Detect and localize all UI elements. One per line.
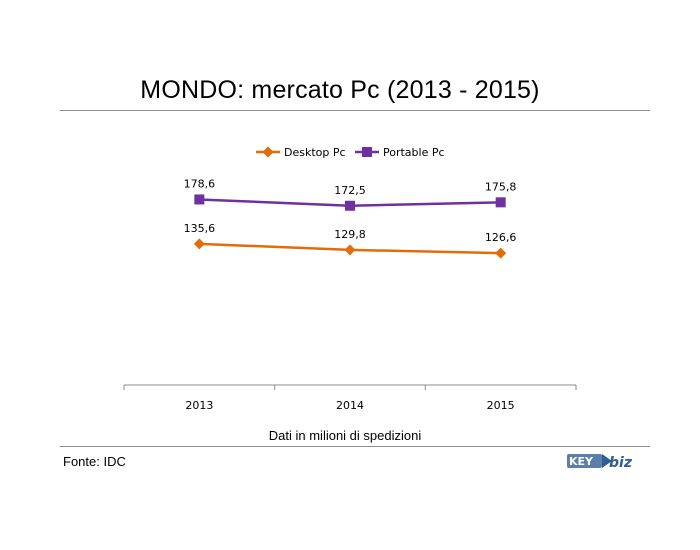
data-label-portable-pc-2015: 175,8 bbox=[485, 180, 517, 193]
data-point-desktop-pc-2014 bbox=[344, 244, 356, 256]
svg-text:biz: biz bbox=[609, 455, 633, 471]
data-label-portable-pc-2013: 178,6 bbox=[184, 177, 216, 190]
key4biz-logo: KEY biz bbox=[567, 454, 633, 471]
x-tick-label-2014: 2014 bbox=[336, 399, 364, 412]
data-label-portable-pc-2014: 172,5 bbox=[334, 184, 366, 197]
data-point-desktop-pc-2015 bbox=[495, 247, 507, 259]
data-point-desktop-pc-2013 bbox=[193, 238, 205, 250]
chart-title: MONDO: mercato Pc (2013 - 2015) bbox=[140, 76, 540, 104]
legend-marker-desktop-pc bbox=[262, 146, 274, 158]
source-note: Fonte: IDC bbox=[63, 454, 126, 469]
x-tick-label-2015: 2015 bbox=[487, 399, 515, 412]
data-label-desktop-pc-2015: 126,6 bbox=[485, 231, 517, 244]
x-tick-label-2013: 2013 bbox=[185, 399, 213, 412]
legend-label-desktop-pc: Desktop Pc bbox=[284, 146, 346, 159]
legend-label-portable-pc: Portable Pc bbox=[383, 146, 445, 159]
footer-divider bbox=[60, 446, 650, 447]
data-point-portable-pc-2013 bbox=[194, 194, 205, 205]
data-point-portable-pc-2015 bbox=[495, 197, 506, 208]
svg-text:KEY: KEY bbox=[569, 455, 594, 468]
chart-subtitle: Dati in milioni di spedizioni bbox=[268, 428, 422, 443]
data-label-desktop-pc-2014: 129,8 bbox=[334, 228, 366, 241]
data-point-portable-pc-2014 bbox=[345, 200, 355, 211]
title-divider bbox=[60, 110, 650, 111]
legend-marker-portable-pc bbox=[362, 147, 372, 157]
data-label-desktop-pc-2013: 135,6 bbox=[184, 222, 216, 235]
